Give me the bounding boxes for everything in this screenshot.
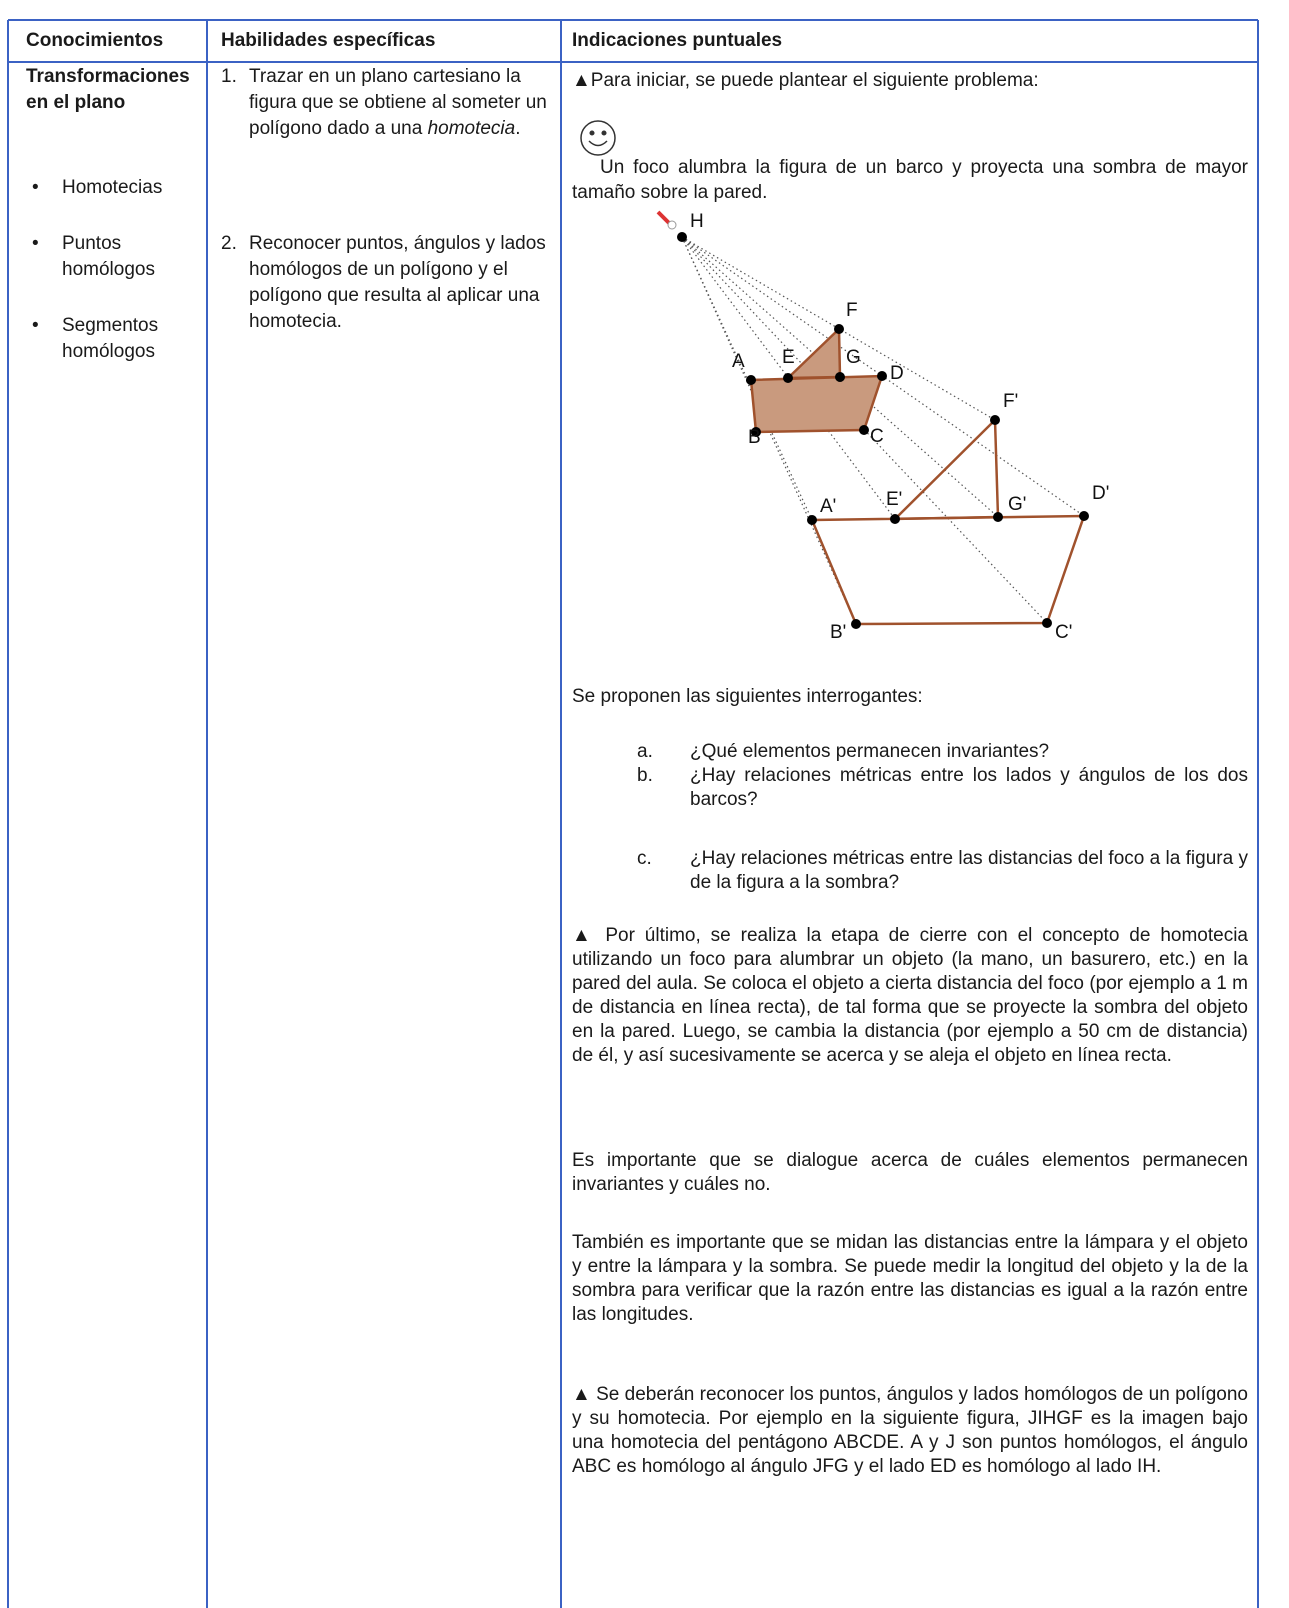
point (807, 515, 817, 525)
header-cell: Conocimientos (26, 30, 164, 51)
point-label: C (870, 426, 884, 447)
point (783, 373, 793, 383)
homothety-figure: H F A E G D B C F' A' E' G' D' B' C' (656, 210, 1109, 643)
point (1042, 618, 1052, 628)
bullet: • (32, 233, 39, 254)
small-boat-sail (784, 326, 842, 380)
point (993, 512, 1003, 522)
point-label: E' (886, 489, 902, 510)
skill-text: Reconocer puntos, ángulos y lados homólo… (249, 233, 546, 332)
paragraph: Es importante que se dialogue acerca de … (572, 1150, 1248, 1195)
small-boat-hull (749, 374, 884, 434)
point (877, 371, 887, 381)
header-cell: Indicaciones puntuales (572, 30, 783, 51)
smiley (580, 120, 616, 156)
point (859, 425, 869, 435)
point-label: A (732, 351, 745, 372)
point-label: D' (1092, 483, 1109, 504)
skill-text: Trazar en un plano cartesiano la figura … (249, 64, 549, 142)
point-label: F (846, 300, 858, 321)
point (677, 232, 687, 242)
bullet: • (32, 315, 39, 336)
paragraph: ▲ Se deberán reconocer los puntos, ángul… (572, 1384, 1248, 1477)
point (834, 324, 844, 334)
point (751, 427, 761, 437)
point-label: B' (830, 622, 846, 643)
point-label: B (748, 427, 761, 448)
text: Trazar en un plano cartesiano la figura … (249, 66, 547, 139)
question-text: ¿Hay relaciones métricas entre los lados… (690, 765, 1248, 810)
large-boat-hull (810, 514, 1086, 626)
questions-intro: Se proponen las siguientes interrogantes… (572, 686, 923, 707)
problem: Un foco alumbra la figura de un barco y … (572, 157, 1248, 203)
knowledge-item: Segmentos homólogos (62, 315, 159, 362)
point-label: D (890, 363, 904, 384)
bullet: • (32, 177, 39, 198)
point-label: F' (1003, 391, 1018, 412)
point (746, 375, 756, 385)
table-borders (7, 19, 1259, 1608)
point-label: A' (820, 496, 836, 517)
point (835, 372, 845, 382)
emphasis: homotecia (427, 118, 516, 139)
point-label: C' (1055, 622, 1072, 643)
knowledge-title: Transformaciones en el plano (26, 66, 190, 113)
skill-number: 2. (221, 233, 237, 254)
point-label: E (782, 347, 795, 368)
point (1079, 511, 1089, 521)
question-marker: c. (637, 848, 652, 869)
paragraph: ▲ Por último, se realiza la etapa de cie… (572, 925, 1248, 1066)
knowledge-item: Homotecias (62, 177, 163, 198)
paragraph: También es importante que se midan las d… (572, 1232, 1248, 1325)
question-text: ¿Qué elementos permanecen invariantes? (690, 741, 1050, 762)
text: . (515, 118, 521, 139)
question-text: ¿Hay relaciones métricas entre las dista… (690, 848, 1248, 893)
header-cell: Habilidades específicas (221, 30, 436, 51)
large-boat-sail (891, 417, 1000, 521)
point-label: G (846, 347, 861, 368)
knowledge-item: Puntos homólogos (62, 233, 155, 280)
question-marker: b. (637, 765, 653, 786)
point (890, 514, 900, 524)
point (990, 415, 1000, 425)
intro: ▲Para iniciar, se puede plantear el sigu… (572, 70, 1039, 91)
question-marker: a. (637, 741, 653, 762)
point (851, 619, 861, 629)
lamp-icon (656, 210, 677, 230)
point-label: G' (1008, 494, 1026, 515)
skill-number: 1. (221, 66, 237, 87)
point-label: H (690, 211, 704, 232)
